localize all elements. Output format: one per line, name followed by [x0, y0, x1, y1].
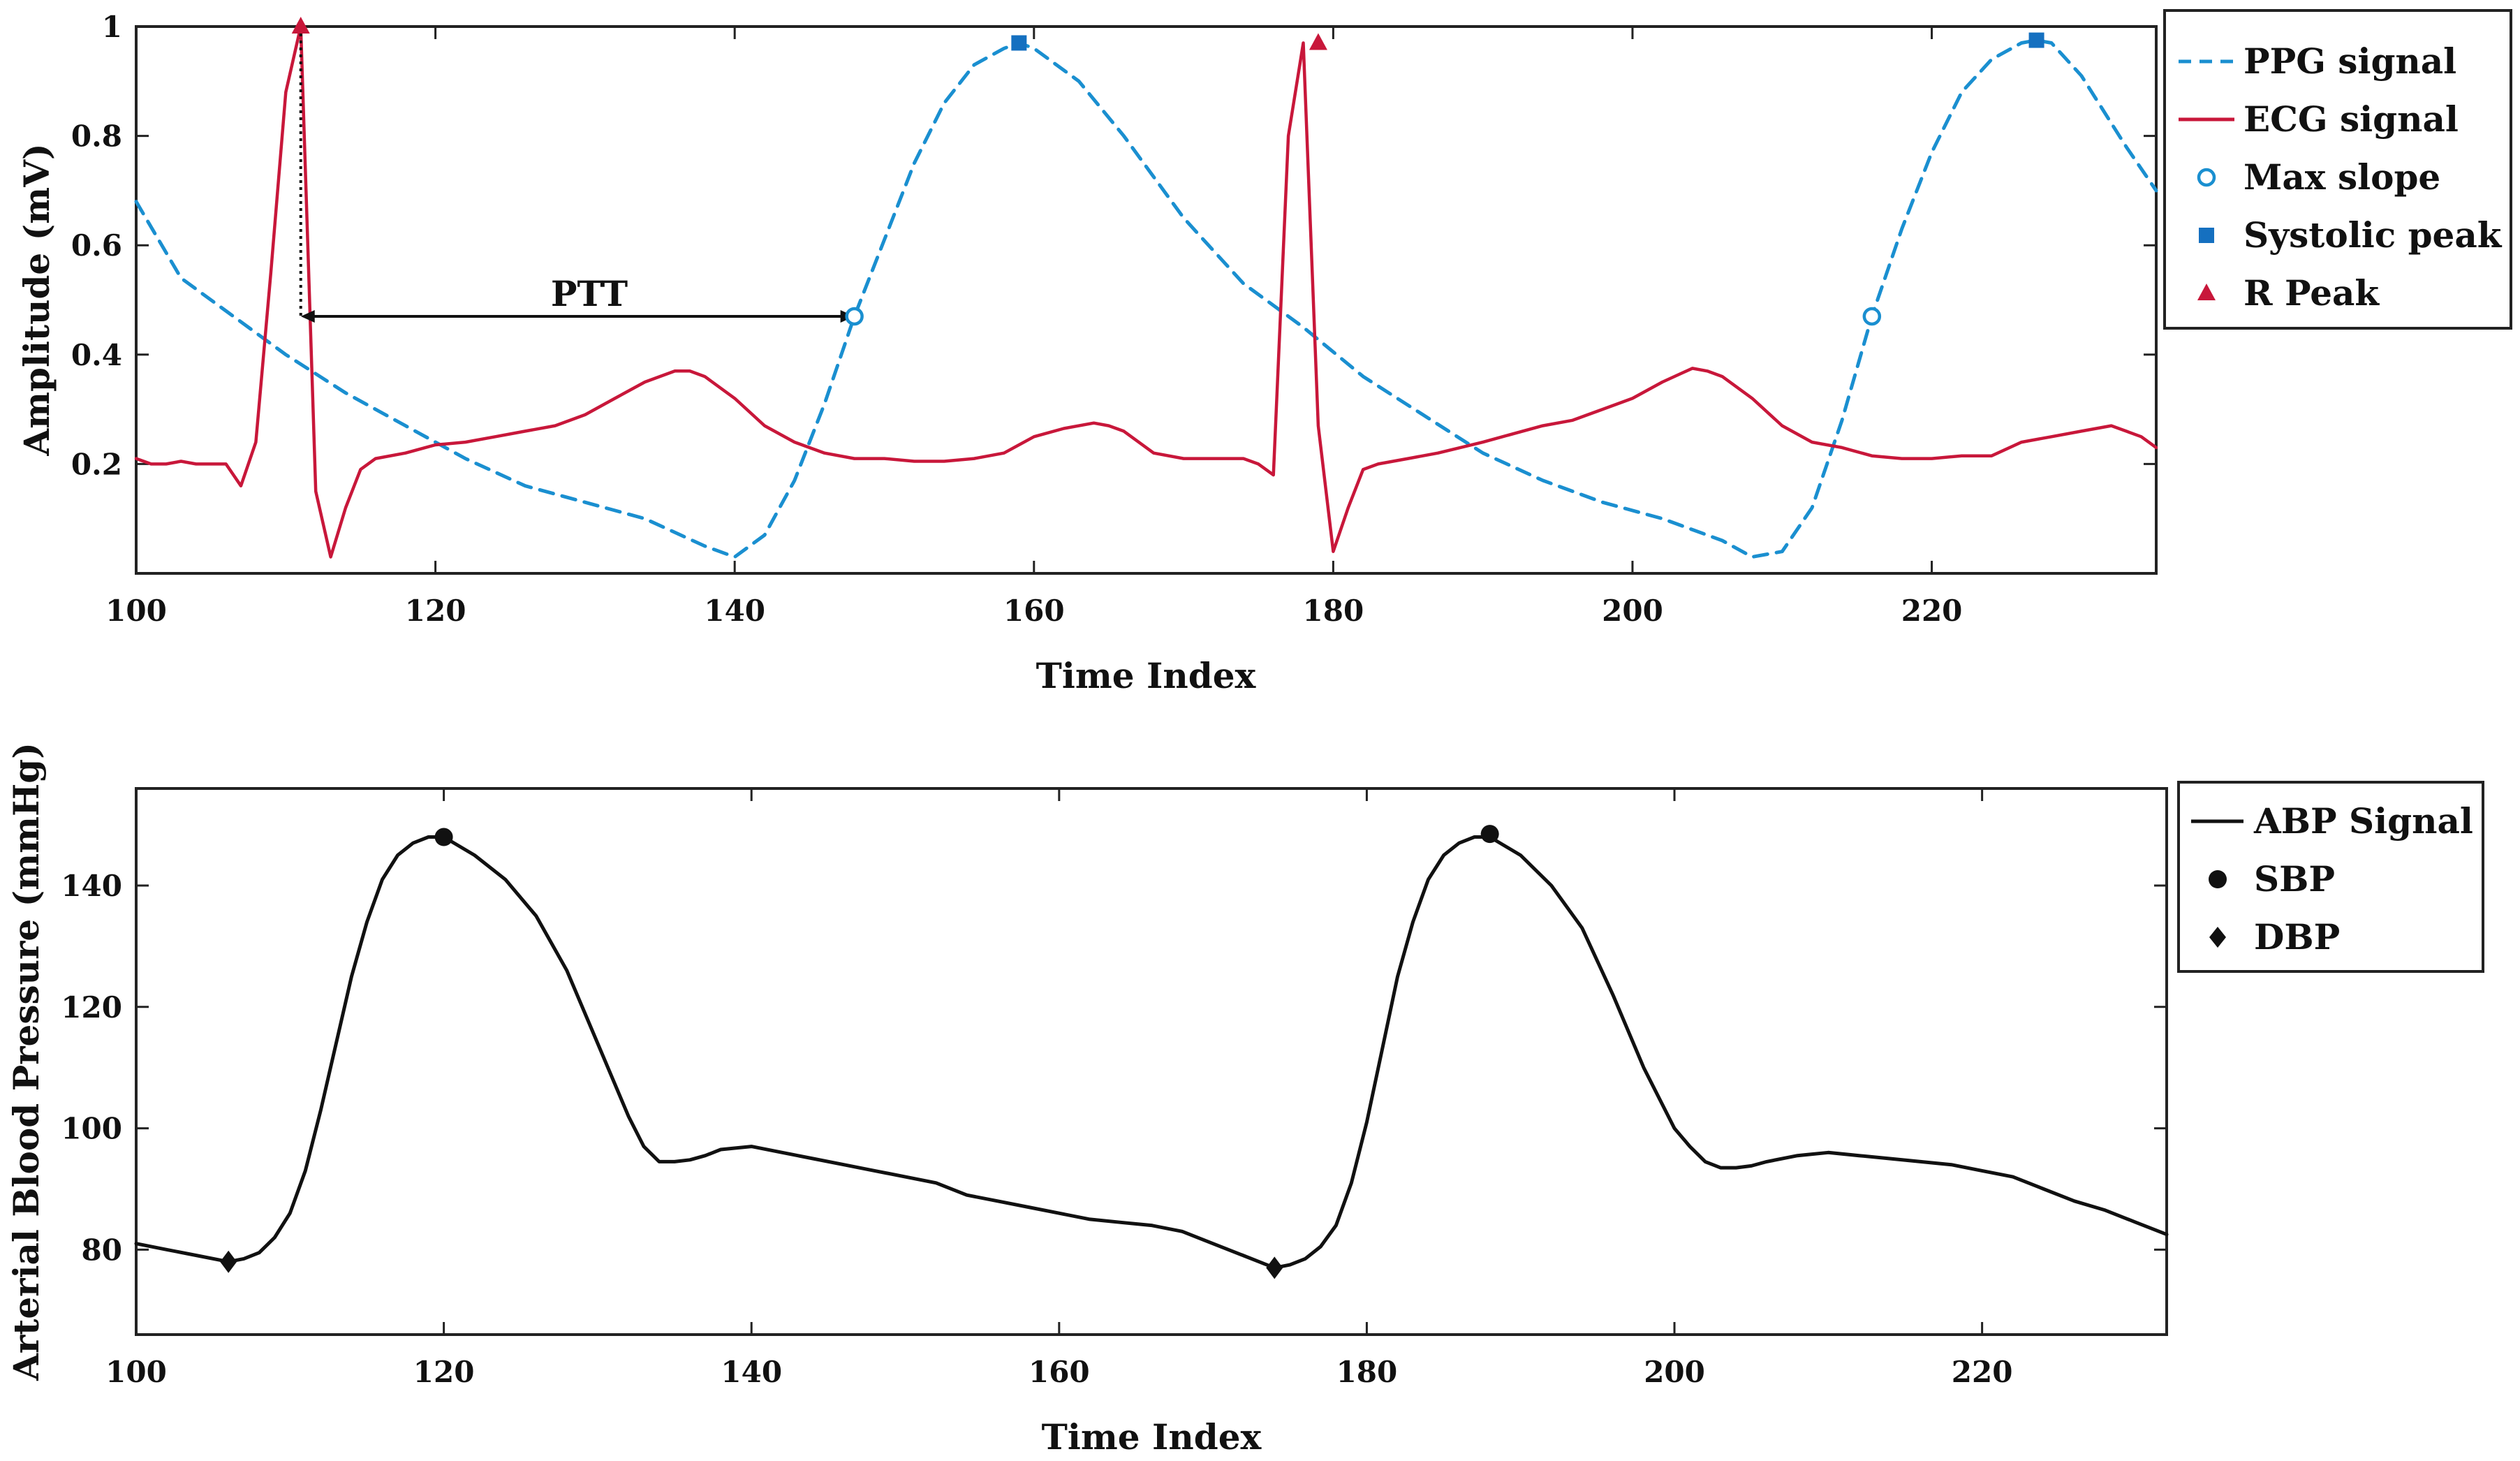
dbp-marker — [220, 1250, 237, 1273]
x-tick-label: 160 — [1003, 594, 1065, 628]
ptt-arrow-head-left — [300, 309, 315, 323]
ppg-signal-line — [134, 38, 2158, 559]
y-tick-label: 100 — [61, 1112, 122, 1146]
x-tick-label: 100 — [105, 594, 167, 628]
legend-ecg-label: ECG signal — [2243, 98, 2459, 140]
x-tick-label: 100 — [105, 1355, 167, 1389]
y-tick-label: 80 — [82, 1233, 122, 1267]
markers — [291, 17, 2044, 326]
abp-signal-path — [134, 835, 2169, 1270]
x-tick-label: 180 — [1303, 594, 1364, 628]
y-tick-label: 0.4 — [71, 338, 122, 372]
legend: PPG signal ECG signal Max slope Systolic… — [2163, 9, 2512, 330]
ptt-label: PTT — [551, 273, 628, 314]
sbp-marker — [434, 828, 453, 846]
x-ticks: 100 120 140 160 180 200 220 — [105, 788, 2012, 1389]
x-tick-label: 160 — [1029, 1355, 1090, 1389]
markers — [220, 825, 1499, 1279]
plot-frame — [135, 25, 2158, 575]
ecg-signal-path — [134, 24, 2158, 559]
legend-ppg-label: PPG signal — [2243, 41, 2456, 82]
x-tick-label: 220 — [1952, 1355, 2013, 1389]
y-ticks: 80 100 120 140 — [61, 869, 2167, 1267]
abp-signal-line — [134, 835, 2169, 1270]
y-tick-label: 0.6 — [71, 228, 122, 263]
legend-systolic-peak-label: Systolic peak — [2243, 214, 2503, 256]
x-tick-label: 200 — [1644, 1355, 1705, 1389]
legend-dbp-marker — [2209, 927, 2226, 948]
ecg-ppg-panel: 100 120 140 160 180 200 220 0.20.40.60.81 PTT … — [16, 9, 2512, 696]
ecg-signal-line — [134, 24, 2158, 559]
x-ticks: 100 120 140 160 180 200 220 — [105, 27, 1962, 628]
legend-max-slope-marker — [2197, 168, 2216, 187]
y-axis-label: Amplitude (mV) — [16, 143, 57, 456]
systolic-peak-marker — [1011, 35, 1027, 51]
x-axis-label: Time Index — [1036, 655, 1257, 696]
max-slope-marker — [845, 307, 864, 326]
x-tick-label: 180 — [1336, 1355, 1398, 1389]
y-tick-label: 0.2 — [71, 447, 122, 481]
sbp-marker — [1480, 825, 1499, 844]
ppg-signal-path — [134, 38, 2158, 559]
y-tick-label: 120 — [61, 990, 122, 1025]
systolic-peak-marker — [2028, 32, 2044, 48]
max-slope-marker — [1862, 307, 1882, 326]
y-ticks: 0.2 0.4 0.6 0.8 1 — [71, 10, 2156, 481]
x-axis-label: Time Index — [1042, 1416, 1262, 1458]
legend-systolic-peak-marker — [2199, 228, 2214, 243]
legend-sbp-label: SBP — [2254, 858, 2335, 900]
y-axis-label: Arterial Blood Pressure (mmHg) — [6, 742, 47, 1381]
x-tick-label: 220 — [1901, 594, 1963, 628]
x-tick-label: 140 — [704, 594, 765, 628]
x-tick-label: 120 — [405, 594, 466, 628]
legend-abp-label: ABP Signal — [2253, 800, 2473, 842]
legend-r-peak-marker — [2197, 284, 2216, 300]
legend-box — [2177, 781, 2484, 973]
r-peak-marker — [291, 17, 310, 34]
dbp-marker — [1266, 1256, 1283, 1279]
abp-panel: 100 120 140 160 180 200 220 80 100 120 140 Time I… — [6, 742, 2484, 1458]
legend-r-peak-label: R Peak — [2243, 272, 2380, 314]
x-tick-label: 200 — [1602, 594, 1663, 628]
legend-sbp-marker — [2209, 870, 2227, 888]
x-tick-label: 120 — [413, 1355, 475, 1389]
legend-dbp-label: DBP — [2254, 916, 2340, 957]
legend-max-slope-label: Max slope — [2243, 156, 2440, 198]
y-tick-label: 1 — [102, 10, 122, 44]
legend: ABP Signal SBP DBP — [2177, 781, 2484, 973]
legend-box — [2163, 9, 2512, 330]
y-tick-label: 0.8 — [71, 119, 122, 154]
y-tick-label: 140 — [61, 869, 122, 903]
plot-frame — [135, 787, 2168, 1336]
r-peak-marker — [1309, 33, 1327, 50]
x-tick-label: 140 — [721, 1355, 782, 1389]
